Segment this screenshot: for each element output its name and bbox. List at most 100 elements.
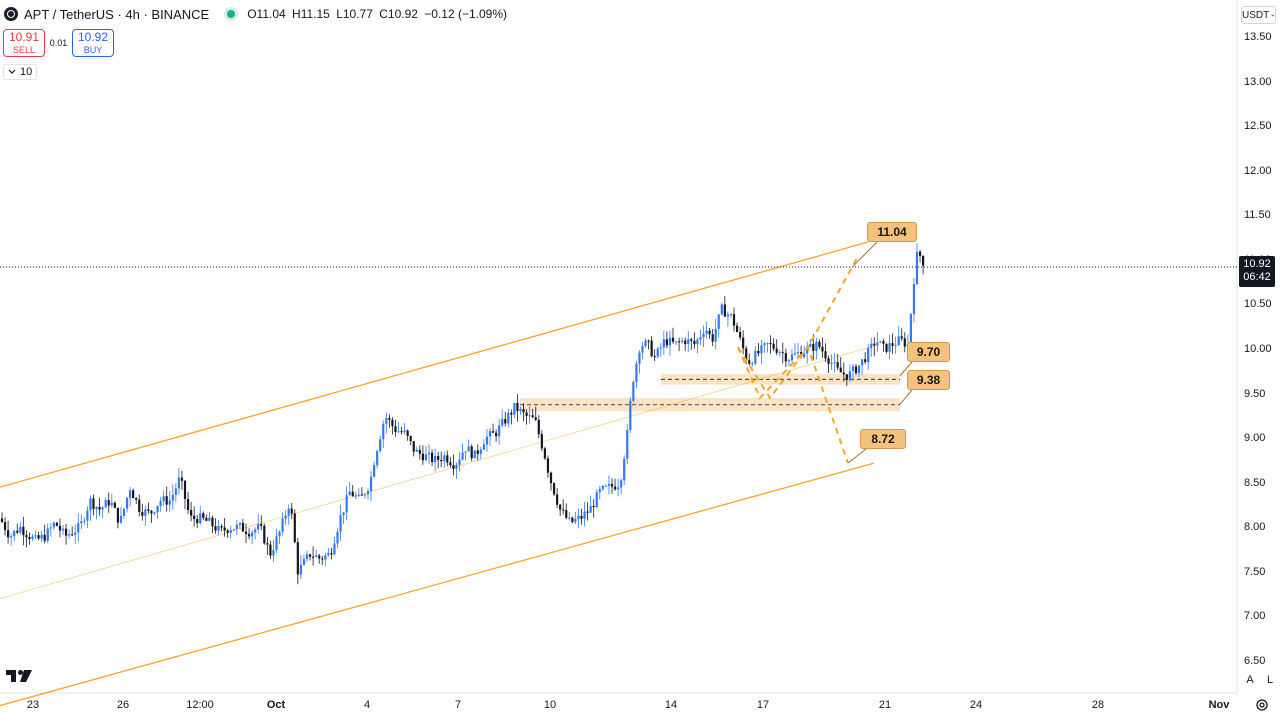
price-tick-label: 11.50 (1244, 209, 1271, 222)
candle-body (562, 509, 565, 511)
candle-body (418, 449, 421, 454)
candle-body (583, 511, 586, 519)
sell-button[interactable]: 10.91 SELL (3, 29, 45, 57)
candle-body (278, 531, 281, 537)
candle-body (595, 492, 598, 508)
candle-body (7, 530, 10, 538)
callout-lower-support[interactable]: 9.38 (907, 370, 950, 390)
candle-body (763, 343, 766, 346)
candle-body (351, 491, 354, 497)
candle-body (244, 531, 248, 534)
candle-body (806, 346, 809, 354)
candle-body (809, 343, 812, 347)
ohlc-high: H11.15 (292, 7, 330, 21)
candle-body (525, 412, 528, 416)
candle-body (299, 564, 302, 575)
candle-body (257, 523, 260, 530)
candle-body (446, 455, 449, 463)
candle-body (705, 330, 708, 334)
trade-buttons: 10.91 SELL 0.01 10.92 BUY (3, 29, 114, 57)
candle-body (897, 336, 900, 346)
candle-body (455, 464, 458, 469)
candle-body (485, 436, 489, 445)
candle-body (440, 459, 443, 462)
auto-scale-button[interactable]: A (1246, 674, 1254, 686)
candle-body (373, 465, 376, 477)
candle-body (876, 342, 879, 346)
candle-body (220, 526, 223, 528)
callout-bottom[interactable]: 8.72 (860, 429, 906, 449)
candle-body (403, 430, 406, 433)
candle-body (153, 512, 156, 514)
candle-body (363, 494, 367, 496)
indicators-toggle[interactable]: 10 (3, 64, 38, 80)
candle-body (617, 487, 620, 490)
candle-body (482, 444, 485, 450)
support-zones (520, 373, 900, 412)
candle-body (830, 362, 833, 364)
candle-body (891, 343, 894, 346)
candle-body (190, 509, 193, 516)
candle-body (284, 515, 287, 519)
candle-body (89, 498, 92, 511)
candle-body (260, 523, 263, 526)
sell-price: 10.91 (8, 30, 40, 44)
candle-body (354, 495, 357, 497)
log-scale-button[interactable]: L (1266, 674, 1274, 686)
callout-top[interactable]: 11.04 (867, 222, 917, 242)
candle-body (601, 485, 604, 489)
candle-body (659, 347, 662, 349)
candle-body (150, 510, 153, 514)
candle-body (516, 402, 519, 412)
projection-paths (737, 255, 859, 464)
candle-body (68, 534, 71, 536)
candle-body (793, 353, 797, 355)
candle-body (46, 528, 49, 541)
gear-icon[interactable] (1254, 697, 1270, 713)
candles (0, 243, 925, 585)
candle-body (638, 352, 641, 364)
candle-body (168, 500, 171, 505)
projection-down-path (737, 345, 849, 464)
symbol-title[interactable]: APT / TetherUS · 4h · BINANCE (24, 6, 210, 22)
candle-body (818, 341, 821, 347)
candle-body (510, 412, 513, 415)
buy-button[interactable]: 10.92 BUY (72, 29, 114, 57)
candle-body (549, 472, 553, 484)
candle-body (449, 462, 452, 466)
candle-body (598, 488, 601, 493)
candle-body (427, 452, 431, 455)
candle-body (3, 522, 7, 531)
candle-body (650, 340, 653, 357)
candle-body (208, 517, 211, 521)
candle-body (186, 498, 190, 510)
candle-body (882, 341, 885, 344)
candle-body (305, 554, 309, 560)
candle-body (757, 350, 760, 354)
candle-body (568, 517, 571, 519)
candle-body (223, 527, 226, 531)
candle-body (19, 526, 22, 533)
candle-body (107, 500, 110, 506)
candle-body (867, 347, 870, 363)
candle-body (522, 409, 525, 413)
candle-body (275, 536, 278, 550)
tradingview-logo-icon[interactable] (6, 668, 34, 684)
currency-selector[interactable]: USDT (1241, 6, 1276, 24)
candle-body (214, 526, 217, 531)
candle-body (903, 338, 906, 347)
candle-body (287, 508, 290, 516)
candle-body (687, 339, 690, 345)
candle-body (479, 449, 482, 454)
channel-mid-line (0, 346, 871, 599)
candle-body (452, 465, 455, 469)
time-tick-label: Oct (266, 699, 286, 711)
callout-upper-support[interactable]: 9.70 (907, 342, 950, 362)
candle-body (400, 431, 403, 433)
candle-body (708, 330, 711, 335)
candle-body (415, 449, 418, 452)
candle-body (894, 345, 897, 347)
time-tick-label: 24 (969, 699, 983, 711)
